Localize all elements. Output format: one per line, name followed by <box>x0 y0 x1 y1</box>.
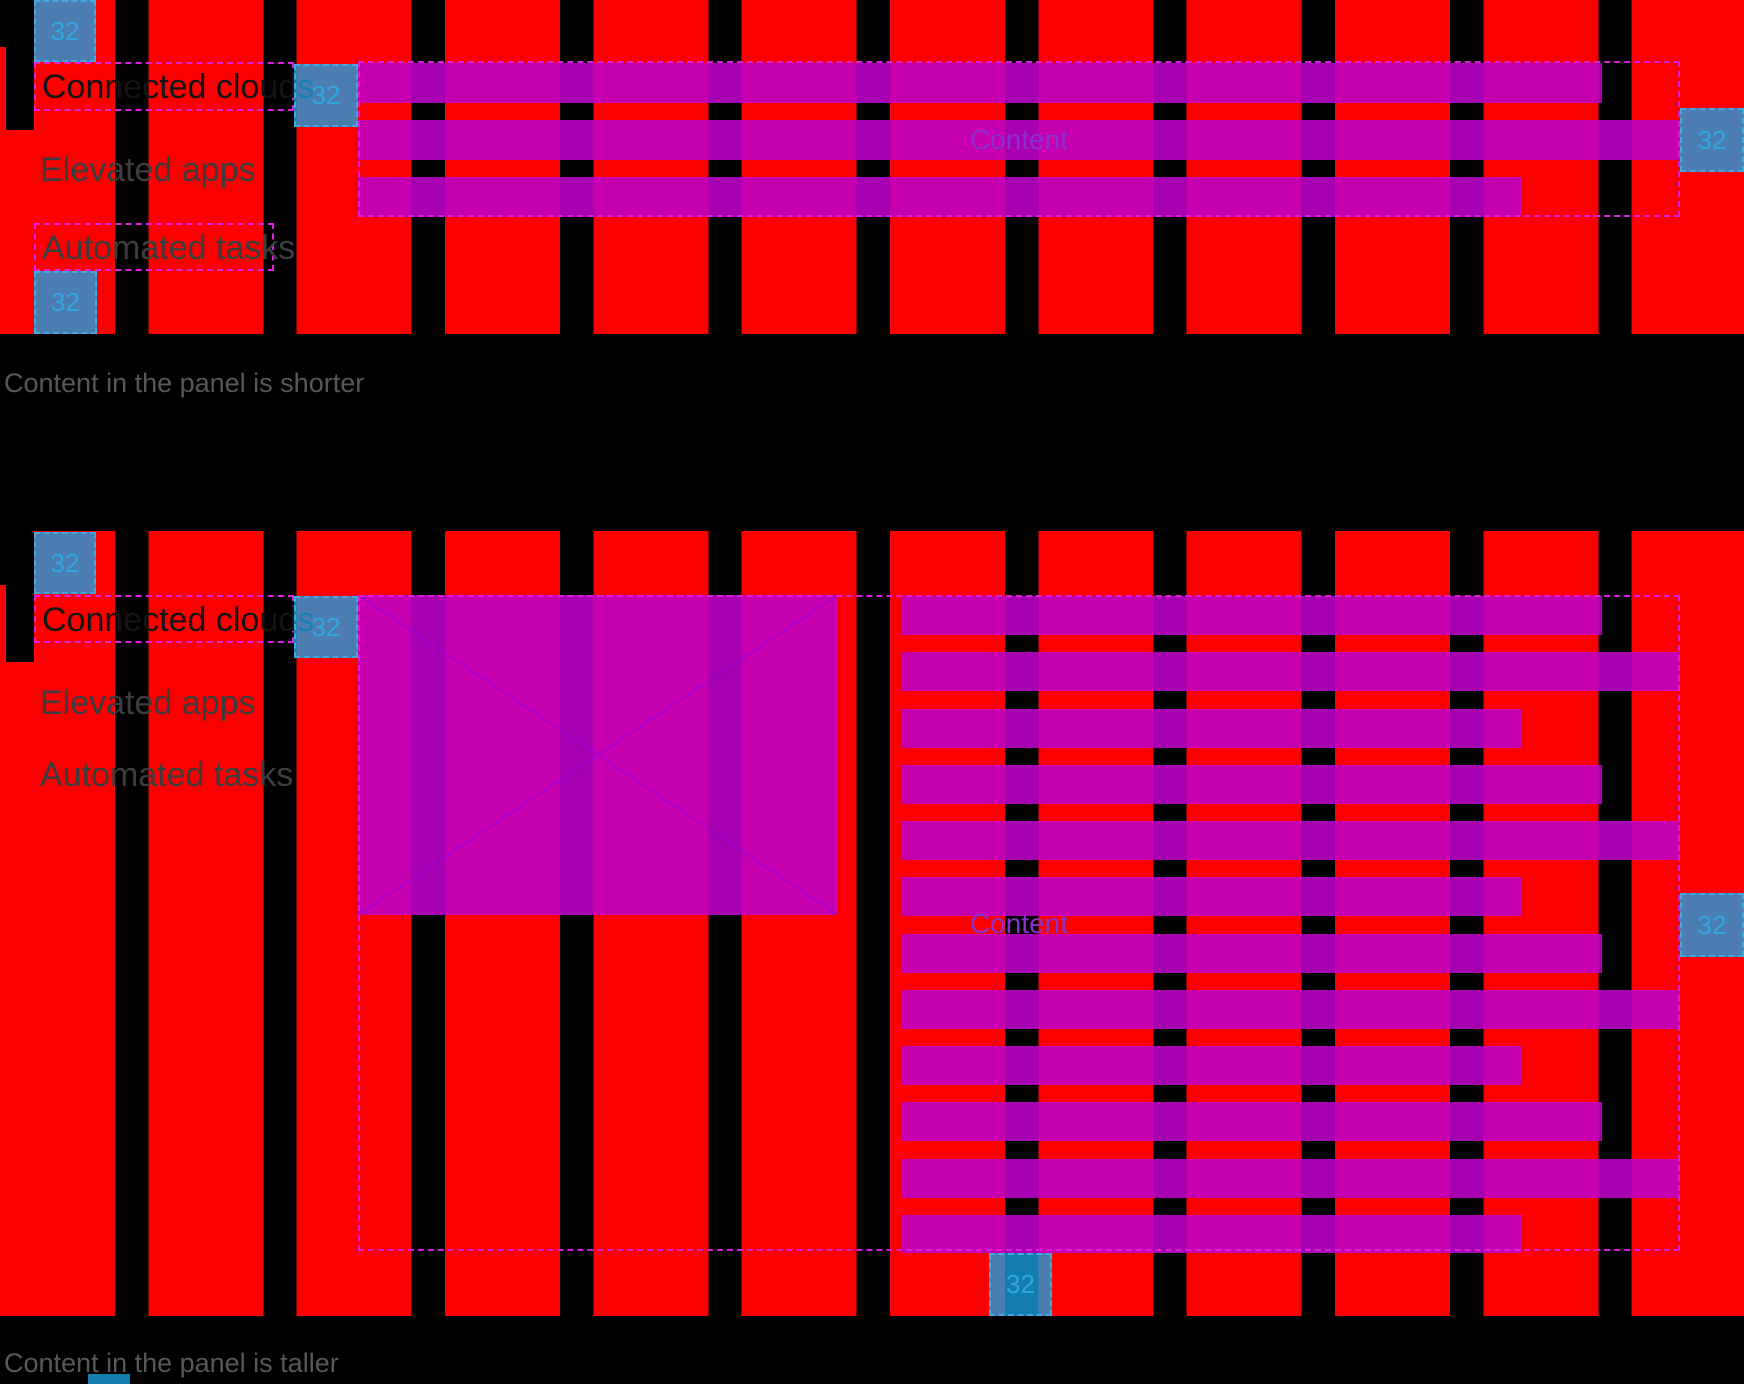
spacing-marker-32 <box>88 1374 130 1384</box>
section-caption: Content in the panel is taller <box>4 1348 339 1378</box>
panel-content-label: Content <box>969 124 1069 155</box>
spacing-marker-32: 32 <box>294 64 358 127</box>
spacing-marker-32: 32 <box>989 1253 1052 1316</box>
image-placeholder-block <box>358 595 838 915</box>
edge-mark <box>0 47 6 130</box>
panel-outline <box>358 595 1680 1251</box>
text-line-row <box>358 177 1522 217</box>
spacing-marker-32: 32 <box>34 271 97 334</box>
placeholder-x-icon <box>358 595 838 915</box>
text-line-row <box>902 934 1602 973</box>
spacing-marker-32: 32 <box>294 596 358 658</box>
spacing-marker-32: 32 <box>34 0 96 62</box>
spacing-value: 32 <box>311 80 341 110</box>
text-line-row <box>902 1046 1522 1085</box>
spacing-value: 32 <box>1006 1269 1035 1299</box>
text-line-row <box>902 765 1602 804</box>
panel-content-label: Content <box>969 908 1069 939</box>
text-line-row <box>902 652 1680 691</box>
text-line-row <box>902 821 1680 860</box>
spacing-value: 32 <box>50 547 80 578</box>
sidebar-label-automated-tasks: Automated tasks <box>34 223 295 271</box>
text-line-row <box>902 990 1680 1029</box>
sidebar-label-elevated-apps: Elevated apps <box>40 151 256 189</box>
spacing-value: 32 <box>1697 909 1727 940</box>
panel-outline <box>358 61 1680 217</box>
spacing-marker-32: 32 <box>1680 108 1744 172</box>
spacing-value: 32 <box>1697 124 1727 155</box>
text-line-row <box>902 709 1522 748</box>
sidebar-label-connected-clouds: Connected clouds <box>34 595 314 643</box>
text-line-row <box>902 1215 1522 1253</box>
spacing-marker-32: 32 <box>1680 893 1744 957</box>
sidebar-label-elevated-apps: Elevated apps <box>40 684 256 722</box>
spacing-value: 32 <box>311 611 341 642</box>
spacing-value: 32 <box>50 15 80 46</box>
text-line-row <box>902 596 1602 635</box>
section-caption: Content in the panel is shorter <box>4 368 365 398</box>
text-line-row <box>358 63 1602 103</box>
sidebar-label-automated-tasks: Automated tasks <box>40 756 294 794</box>
text-line-row <box>902 1102 1602 1141</box>
spacing-marker-32: 32 <box>34 532 96 594</box>
spacing-value: 32 <box>51 287 80 317</box>
sidebar-label-connected-clouds: Connected clouds <box>34 62 314 111</box>
text-line-row <box>358 120 1680 160</box>
edge-mark <box>0 585 6 663</box>
text-line-row <box>902 1159 1680 1198</box>
text-line-row <box>902 877 1522 916</box>
grid-columns <box>0 0 1744 334</box>
